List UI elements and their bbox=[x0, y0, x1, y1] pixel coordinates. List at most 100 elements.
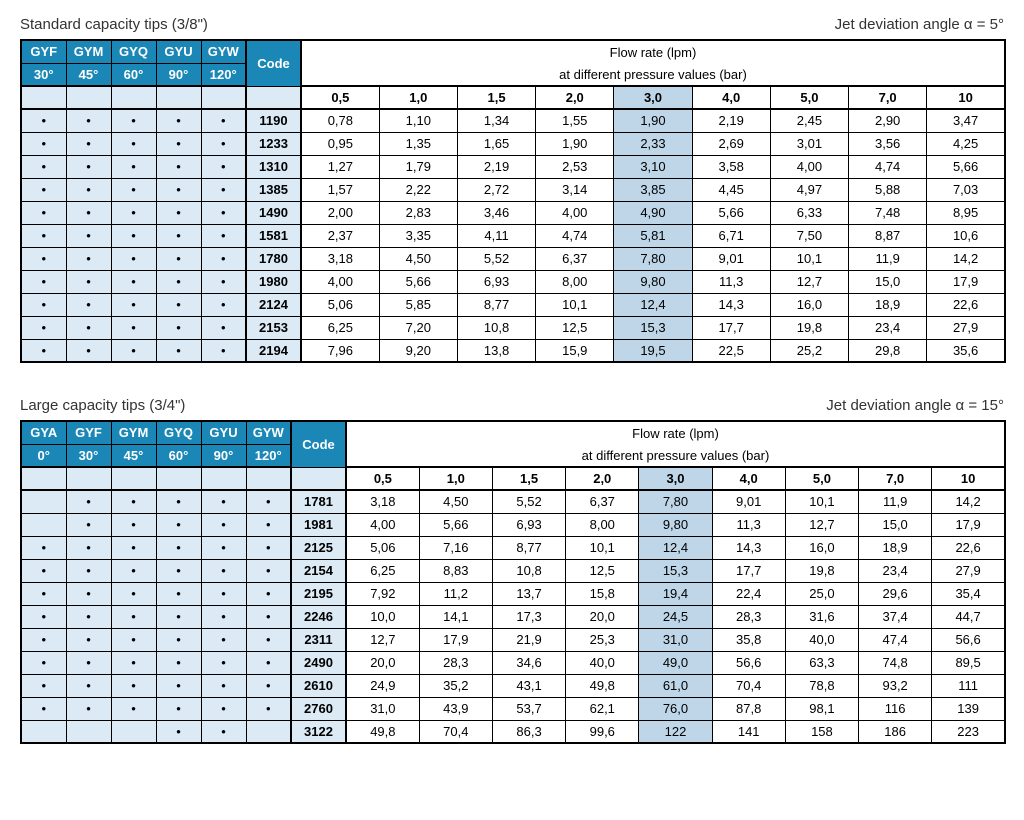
flow-value: 2,33 bbox=[614, 132, 692, 155]
availability-dot: • bbox=[21, 132, 66, 155]
flow-value: 12,7 bbox=[346, 628, 419, 651]
flow-value: 8,00 bbox=[536, 270, 614, 293]
code-value: 1981 bbox=[291, 513, 346, 536]
availability-dot: • bbox=[21, 559, 66, 582]
availability-dot: • bbox=[66, 674, 111, 697]
flow-value: 24,9 bbox=[346, 674, 419, 697]
flow-value: 17,7 bbox=[712, 559, 785, 582]
flow-value: 223 bbox=[932, 720, 1005, 743]
flow-value: 49,8 bbox=[346, 720, 419, 743]
flow-value: 3,18 bbox=[346, 490, 419, 513]
flow-value: 3,58 bbox=[692, 155, 770, 178]
flow-value: 7,20 bbox=[379, 316, 457, 339]
availability-dot: • bbox=[156, 697, 201, 720]
availability-dot: • bbox=[201, 247, 246, 270]
availability-dot: • bbox=[66, 628, 111, 651]
flow-value: 15,0 bbox=[859, 513, 932, 536]
flow-value: 5,52 bbox=[457, 247, 535, 270]
flow-value: 15,3 bbox=[639, 559, 712, 582]
flow-value: 19,4 bbox=[639, 582, 712, 605]
code-value: 2125 bbox=[291, 536, 346, 559]
availability-dot: • bbox=[111, 490, 156, 513]
flow-value: 4,11 bbox=[457, 224, 535, 247]
flow-value: 111 bbox=[932, 674, 1005, 697]
availability-dot: • bbox=[246, 582, 291, 605]
flow-value: 4,50 bbox=[379, 247, 457, 270]
flow-value: 8,00 bbox=[566, 513, 639, 536]
code-value: 1490 bbox=[246, 201, 301, 224]
pressure-header: 1,0 bbox=[379, 86, 457, 109]
availability-dot: • bbox=[246, 490, 291, 513]
flow-value: 9,80 bbox=[639, 513, 712, 536]
flow-value: 12,5 bbox=[566, 559, 639, 582]
pressure-header: 3,0 bbox=[614, 86, 692, 109]
availability-dot: • bbox=[156, 270, 201, 293]
flow-title-1: Flow rate (lpm) bbox=[346, 421, 1005, 444]
flow-value: 4,45 bbox=[692, 178, 770, 201]
availability-dot: • bbox=[201, 674, 246, 697]
availability-dot: • bbox=[66, 339, 111, 362]
pressure-header: 0,5 bbox=[301, 86, 379, 109]
flow-value: 56,6 bbox=[712, 651, 785, 674]
flow-value: 14,3 bbox=[692, 293, 770, 316]
flow-value: 2,45 bbox=[770, 109, 848, 132]
code-value: 2194 bbox=[246, 339, 301, 362]
availability-dot: • bbox=[156, 178, 201, 201]
flow-value: 27,9 bbox=[927, 316, 1005, 339]
flow-value: 78,8 bbox=[785, 674, 858, 697]
code-value: 2195 bbox=[291, 582, 346, 605]
model-header: GYW bbox=[246, 421, 291, 444]
pressure-header: 10 bbox=[927, 86, 1005, 109]
availability-dot: • bbox=[21, 155, 66, 178]
availability-dot: • bbox=[111, 293, 156, 316]
flow-value: 7,80 bbox=[639, 490, 712, 513]
code-value: 1980 bbox=[246, 270, 301, 293]
flow-value: 13,8 bbox=[457, 339, 535, 362]
availability-dot: • bbox=[66, 224, 111, 247]
flow-value: 6,93 bbox=[492, 513, 565, 536]
flow-value: 6,37 bbox=[566, 490, 639, 513]
flow-value: 10,1 bbox=[785, 490, 858, 513]
availability-dot: • bbox=[21, 224, 66, 247]
availability-dot: • bbox=[201, 155, 246, 178]
pressure-header: 1,5 bbox=[492, 467, 565, 490]
model-header: GYU bbox=[201, 421, 246, 444]
flow-value: 2,19 bbox=[692, 109, 770, 132]
blank-cell bbox=[201, 86, 246, 109]
availability-dot: • bbox=[66, 513, 111, 536]
availability-dot: • bbox=[111, 316, 156, 339]
availability-dot: • bbox=[66, 132, 111, 155]
flow-value: 10,1 bbox=[770, 247, 848, 270]
flow-value: 1,90 bbox=[614, 109, 692, 132]
availability-dot: • bbox=[201, 109, 246, 132]
flow-value: 11,9 bbox=[849, 247, 927, 270]
pressure-header: 4,0 bbox=[692, 86, 770, 109]
model-header: GYU bbox=[156, 40, 201, 63]
blank-cell bbox=[246, 86, 301, 109]
code-value: 1385 bbox=[246, 178, 301, 201]
flow-value: 11,9 bbox=[859, 490, 932, 513]
flow-value: 19,8 bbox=[785, 559, 858, 582]
flow-value: 31,0 bbox=[346, 697, 419, 720]
availability-dot: • bbox=[201, 270, 246, 293]
flow-value: 5,06 bbox=[346, 536, 419, 559]
flow-value: 4,74 bbox=[536, 224, 614, 247]
flow-value: 49,8 bbox=[566, 674, 639, 697]
flow-value: 22,5 bbox=[692, 339, 770, 362]
availability-dot: • bbox=[201, 605, 246, 628]
availability-dot: • bbox=[246, 651, 291, 674]
availability-dot: • bbox=[156, 224, 201, 247]
flow-value: 43,9 bbox=[419, 697, 492, 720]
availability-dot: • bbox=[201, 582, 246, 605]
availability-dot: • bbox=[111, 513, 156, 536]
flow-value: 29,8 bbox=[849, 339, 927, 362]
flow-value: 5,81 bbox=[614, 224, 692, 247]
pressure-header: 1,0 bbox=[419, 467, 492, 490]
blank-cell bbox=[66, 86, 111, 109]
flow-value: 7,16 bbox=[419, 536, 492, 559]
availability-dot bbox=[111, 720, 156, 743]
flow-value: 1,34 bbox=[457, 109, 535, 132]
flow-value: 7,03 bbox=[927, 178, 1005, 201]
code-value: 2760 bbox=[291, 697, 346, 720]
flow-value: 4,50 bbox=[419, 490, 492, 513]
